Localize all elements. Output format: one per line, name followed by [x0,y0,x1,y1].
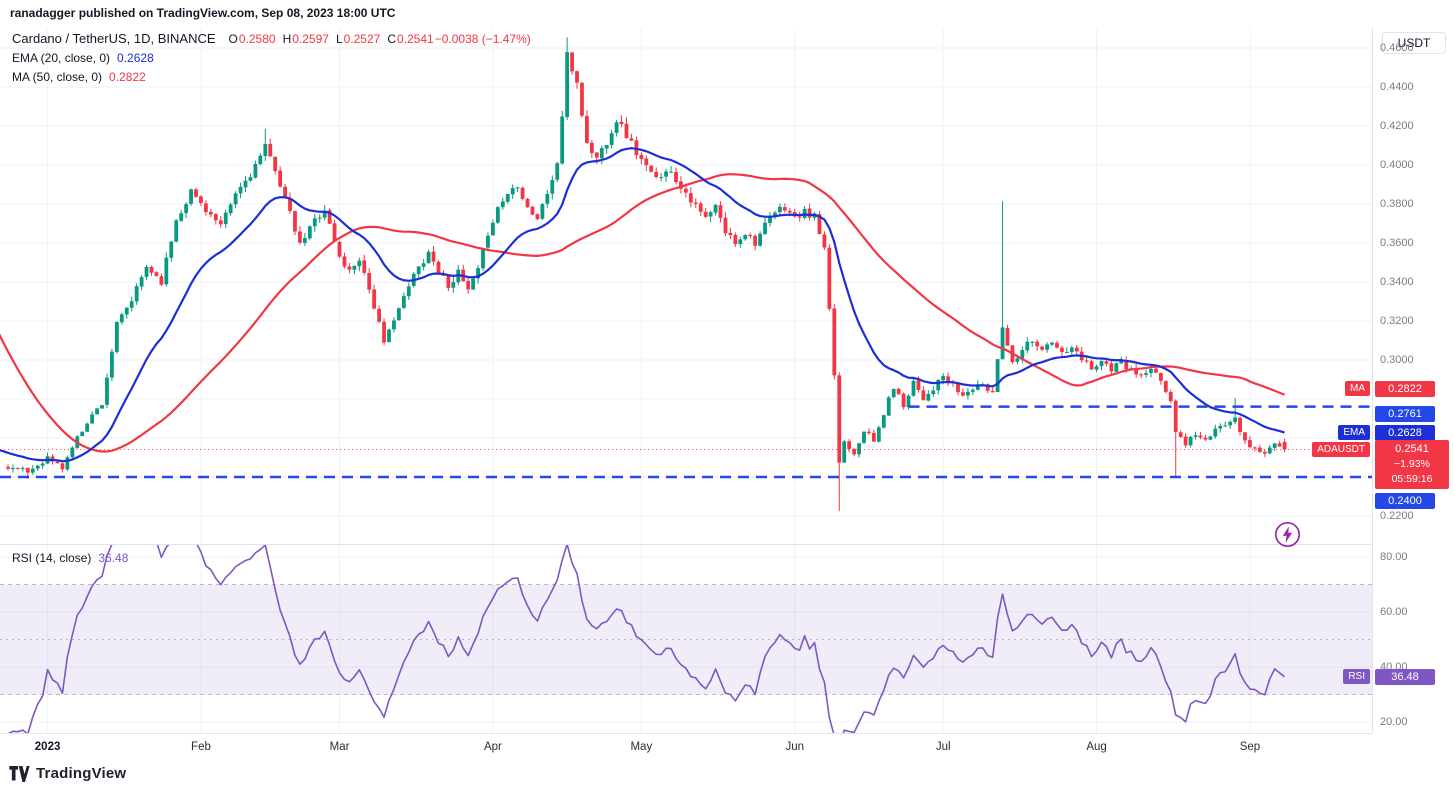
time-axis[interactable]: 2023 Feb Mar Apr May Jun Jul Aug Sep [0,734,1372,762]
rsi-legend[interactable]: RSI (14, close) 36.48 [12,548,128,567]
close-value: 0.2541 [397,32,434,46]
low-label: L [336,32,343,46]
publish-attribution: ranadagger published on TradingView.com,… [10,6,395,20]
ohlc-readout: O0.2580 H0.2597 L0.2527 C0.2541−0.0038 (−1.… [222,32,531,46]
low-value: 0.2527 [344,32,381,46]
ma-legend-row[interactable]: MA (50, close, 0) 0.2822 [12,67,531,86]
close-label: C [387,32,396,46]
open-label: O [229,32,238,46]
time-axis-label: Apr [484,741,502,753]
rsi-axis-tick: 60.00 [1380,605,1408,619]
time-axis-label: Mar [330,741,350,753]
price-axis-tick: 0.2200 [1380,509,1414,523]
last-price-value: 0.2541 [1375,442,1449,457]
price-axis-tick: 0.4000 [1380,158,1414,172]
rsi-value-badge: 36.48 [1375,669,1435,685]
last-price-badge: 0.2541 −1.93% 05:59:16 [1375,440,1449,489]
ema-indicator-name[interactable]: EMA (20, close, 0) [12,51,110,65]
price-axis-tick: 0.4600 [1380,41,1414,55]
chart-canvas[interactable] [0,0,1372,734]
footer: TradingView [9,765,126,782]
ma-indicator-name[interactable]: MA (50, close, 0) [12,70,102,84]
time-axis-label: Jun [785,741,804,753]
change-value: −0.0038 (−1.47%) [435,32,531,46]
pane-separator[interactable] [0,544,1454,545]
rsi-axis-tick: 20.00 [1380,715,1408,729]
ma-chip: MA [1345,381,1370,396]
upper-level-badge: 0.2761 [1375,406,1435,422]
ema-legend-row[interactable]: EMA (20, close, 0) 0.2628 [12,48,531,67]
ma-indicator-value: 0.2822 [109,70,146,84]
rsi-indicator-name[interactable]: RSI (14, close) [12,551,91,565]
price-axis-tick: 0.3800 [1380,197,1414,211]
high-value: 0.2597 [292,32,329,46]
time-axis-label: Sep [1240,741,1260,753]
rsi-chip: RSI [1343,669,1370,684]
rsi-indicator-value: 36.48 [98,551,128,565]
lower-level-badge: 0.2400 [1375,493,1435,509]
main-legend: Cardano / TetherUS, 1D, BINANCE O0.2580 H… [12,29,531,86]
time-axis-label: Aug [1086,741,1106,753]
tradingview-logo-icon[interactable] [9,766,30,782]
ma-value-badge: 0.2822 [1375,381,1435,397]
last-change-percent: −1.93% [1375,457,1449,472]
time-axis-label: Feb [191,741,211,753]
ema-indicator-value: 0.2628 [117,51,154,65]
price-axis-tick: 0.3000 [1380,353,1414,367]
tradingview-chart-snapshot: ranadagger published on TradingView.com,… [0,0,1454,798]
ema-value-badge: 0.2628 [1375,425,1435,441]
price-axis-tick: 0.4400 [1380,80,1414,94]
symbol-legend-row[interactable]: Cardano / TetherUS, 1D, BINANCE O0.2580 H… [12,29,531,48]
high-label: H [283,32,292,46]
time-axis-label: Jul [936,741,951,753]
rsi-axis-tick: 80.00 [1380,550,1408,564]
open-value: 0.2580 [239,32,276,46]
ema-chip: EMA [1338,425,1370,440]
price-axis-tick: 0.3400 [1380,275,1414,289]
boost-lightning-icon[interactable] [1274,521,1301,548]
price-axis[interactable]: USDT 0.2822 0.2761 0.2628 0.2541 −1.93% … [1373,0,1454,762]
time-axis-label: May [630,741,652,753]
price-axis-tick: 0.4200 [1380,119,1414,133]
price-axis-tick: 0.3200 [1380,314,1414,328]
symbol-chip: ADAUSDT [1312,442,1370,457]
bar-countdown: 05:59:16 [1375,472,1449,487]
time-axis-label: 2023 [35,741,61,753]
symbol-title[interactable]: Cardano / TetherUS, 1D, BINANCE [12,31,216,46]
price-axis-tick: 0.3600 [1380,236,1414,250]
tradingview-brand[interactable]: TradingView [36,765,126,782]
